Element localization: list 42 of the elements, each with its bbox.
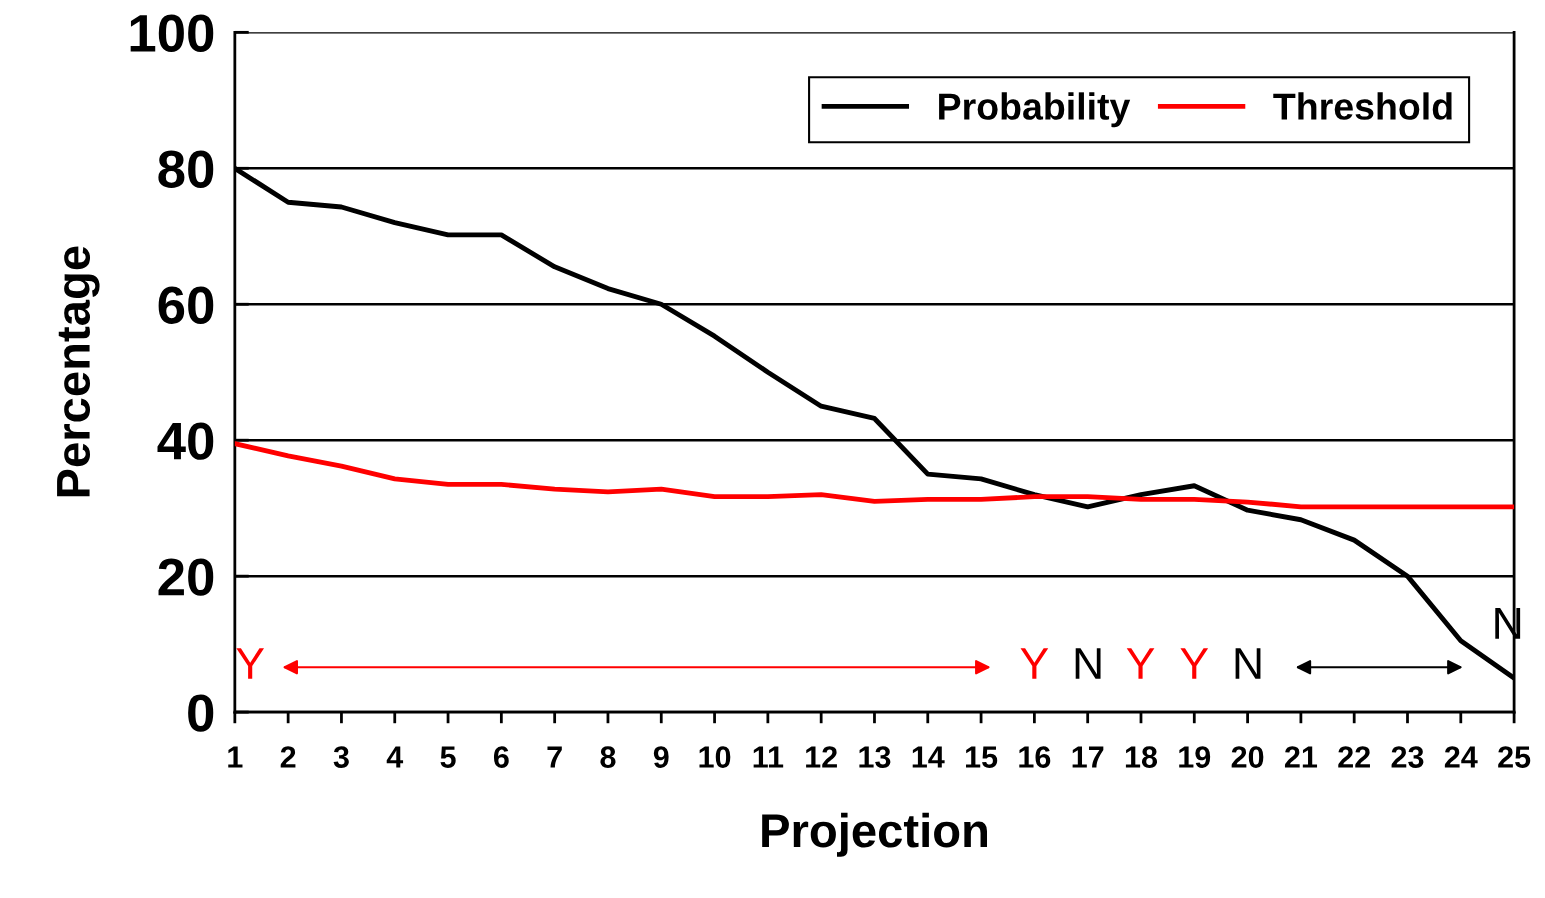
- x-tick-label: 6: [493, 746, 509, 768]
- x-tick-label: 11: [753, 746, 784, 768]
- line-series: [234, 441, 1515, 510]
- x-tick-label: 23: [1391, 746, 1424, 768]
- annotation: N: [1235, 648, 1261, 679]
- legend-label: Probability: [939, 92, 1131, 128]
- y-tick-label: 40: [157, 422, 214, 460]
- x-tick-label: 9: [653, 746, 669, 768]
- y-tick-label: 60: [158, 286, 214, 324]
- y-axis-title: Percentage: [57, 246, 100, 497]
- annotation: Y: [1180, 648, 1209, 679]
- x-tick-label: 19: [1179, 746, 1211, 768]
- annotation: Y: [236, 648, 265, 679]
- x-tick-label: 5: [440, 746, 456, 768]
- x-tick-label: 1: [228, 746, 243, 768]
- x-tick-label: 24: [1444, 746, 1478, 768]
- y-tick-label: 100: [130, 14, 214, 52]
- annotation: Y: [1020, 648, 1049, 679]
- x-tick-label: 10: [699, 746, 731, 768]
- x-tick-label: 13: [859, 746, 891, 768]
- x-tick-label: 16: [1019, 746, 1051, 768]
- x-tick-label: 18: [1125, 746, 1158, 768]
- x-tick-label: 4: [386, 746, 404, 768]
- annotation: N: [1075, 648, 1101, 679]
- x-tick-label: 20: [1231, 746, 1264, 768]
- x-tick-label: 7: [547, 746, 562, 768]
- x-tick-label: 8: [600, 746, 616, 768]
- x-tick-label: 3: [333, 746, 349, 768]
- y-tick-label: 80: [158, 150, 214, 188]
- x-tick-label: 14: [912, 746, 945, 768]
- y-tick-label: 20: [158, 558, 214, 596]
- x-tick-label: 2: [280, 746, 296, 768]
- x-tick-label: 17: [1072, 746, 1104, 768]
- x-tick-label: 25: [1498, 746, 1531, 768]
- annotation: Y: [1126, 648, 1155, 679]
- y-tick-label: 0: [188, 694, 214, 732]
- x-tick-label: 21: [1284, 746, 1318, 768]
- legend-label: Threshold: [1273, 92, 1452, 120]
- x-tick-label: 12: [806, 746, 837, 768]
- x-axis-title: Projection: [762, 812, 987, 857]
- x-tick-label: 22: [1338, 746, 1370, 768]
- x-tick-label: 15: [966, 746, 998, 768]
